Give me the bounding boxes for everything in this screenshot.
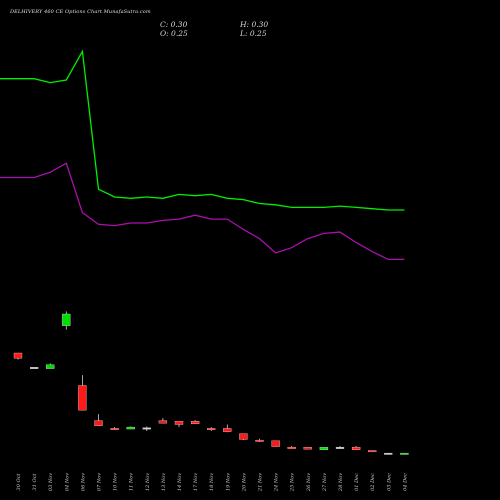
x-tick-label: 13 Nov [161,473,167,491]
candle [335,445,345,449]
x-tick-label: 24 Nov [274,473,280,492]
indicator-lines [0,49,405,261]
x-tick-label: 11 Nov [129,473,135,491]
candle-body [287,447,296,449]
candle-body [223,428,232,432]
candle [62,311,71,330]
x-tick-label: 07 Nov [97,473,103,491]
x-tick-label: 27 Nov [322,473,328,492]
candle-body [126,426,135,430]
candle [29,367,39,369]
x-tick-label: 03 Dec [386,473,392,491]
candle-body [190,421,200,424]
candles [13,311,409,455]
candle-body [239,433,248,440]
candle [207,427,216,431]
candle [351,445,361,450]
candle-body [400,452,409,455]
x-tick-label: 10 Nov [113,473,119,491]
candle-body [351,447,361,450]
chart-title: DELHIVERY 460 CE Options Chart MunafaSut… [10,9,151,15]
candle [271,440,280,447]
candle [174,421,184,428]
candle [110,427,119,430]
low-value: L: 0.25 [240,29,267,38]
x-tick-label: 26 Nov [306,473,312,492]
purple-line-series [0,162,405,261]
candle [319,447,329,450]
x-tick-label: 18 Nov [209,473,215,491]
x-tick-label: 02 Dec [370,473,376,491]
x-tick-label: 04 Nov [64,473,70,491]
close-value: C: 0.30 [160,20,188,29]
candle [255,438,264,443]
x-tick-label: 25 Nov [290,473,296,492]
x-tick-label: 21 Nov [258,473,264,492]
x-tick-label: 06 Nov [80,473,86,491]
candle [46,363,55,369]
x-axis-labels: 30 Oct 31 Oct 03 Nov 04 Nov 06 Nov 07 Nov 10 N… [16,473,408,492]
candle [287,445,296,449]
candle [158,418,168,424]
candle-body [368,450,377,453]
candle [239,433,248,441]
x-tick-label: 04 Dec [402,473,408,491]
candle [303,447,312,450]
candle-body [207,428,216,430]
x-tick-label: 03 Nov [48,473,54,491]
candle-body [62,313,71,326]
candle-body [110,428,119,430]
x-tick-label: 30 Oct [16,473,22,491]
candle [126,426,135,430]
candle-body [78,385,87,411]
x-tick-label: 28 Nov [338,473,344,492]
candle-body [158,420,168,424]
candle [223,424,232,433]
candle-body [255,439,264,442]
candle-body [303,447,312,450]
candle-body [174,421,184,425]
candle-body [94,420,103,426]
candle-body [271,440,280,447]
candle [190,419,200,424]
candle-body [335,447,345,449]
candle [78,375,87,411]
high-value: H: 0.30 [240,20,269,29]
candle [142,426,151,431]
green-line-series [0,49,405,211]
x-tick-label: 31 Oct [32,473,38,491]
candle-body [142,427,151,430]
x-tick-label: 01 Dec [354,473,360,491]
x-tick-label: 14 Nov [177,473,183,491]
candle-body [384,452,393,455]
candle [94,414,103,426]
x-tick-label: 19 Nov [225,473,231,491]
candle [400,452,409,455]
open-value: O: 0.25 [160,29,188,38]
candle-body [13,352,23,359]
candle [384,452,393,455]
x-tick-label: 12 Nov [145,473,151,491]
candle-body [29,367,39,369]
candle [13,352,23,360]
candle [368,450,377,453]
x-tick-label: 17 Nov [193,473,199,491]
x-tick-label: 20 Nov [241,473,247,492]
candle-body [319,447,329,450]
candle-body [46,364,55,369]
